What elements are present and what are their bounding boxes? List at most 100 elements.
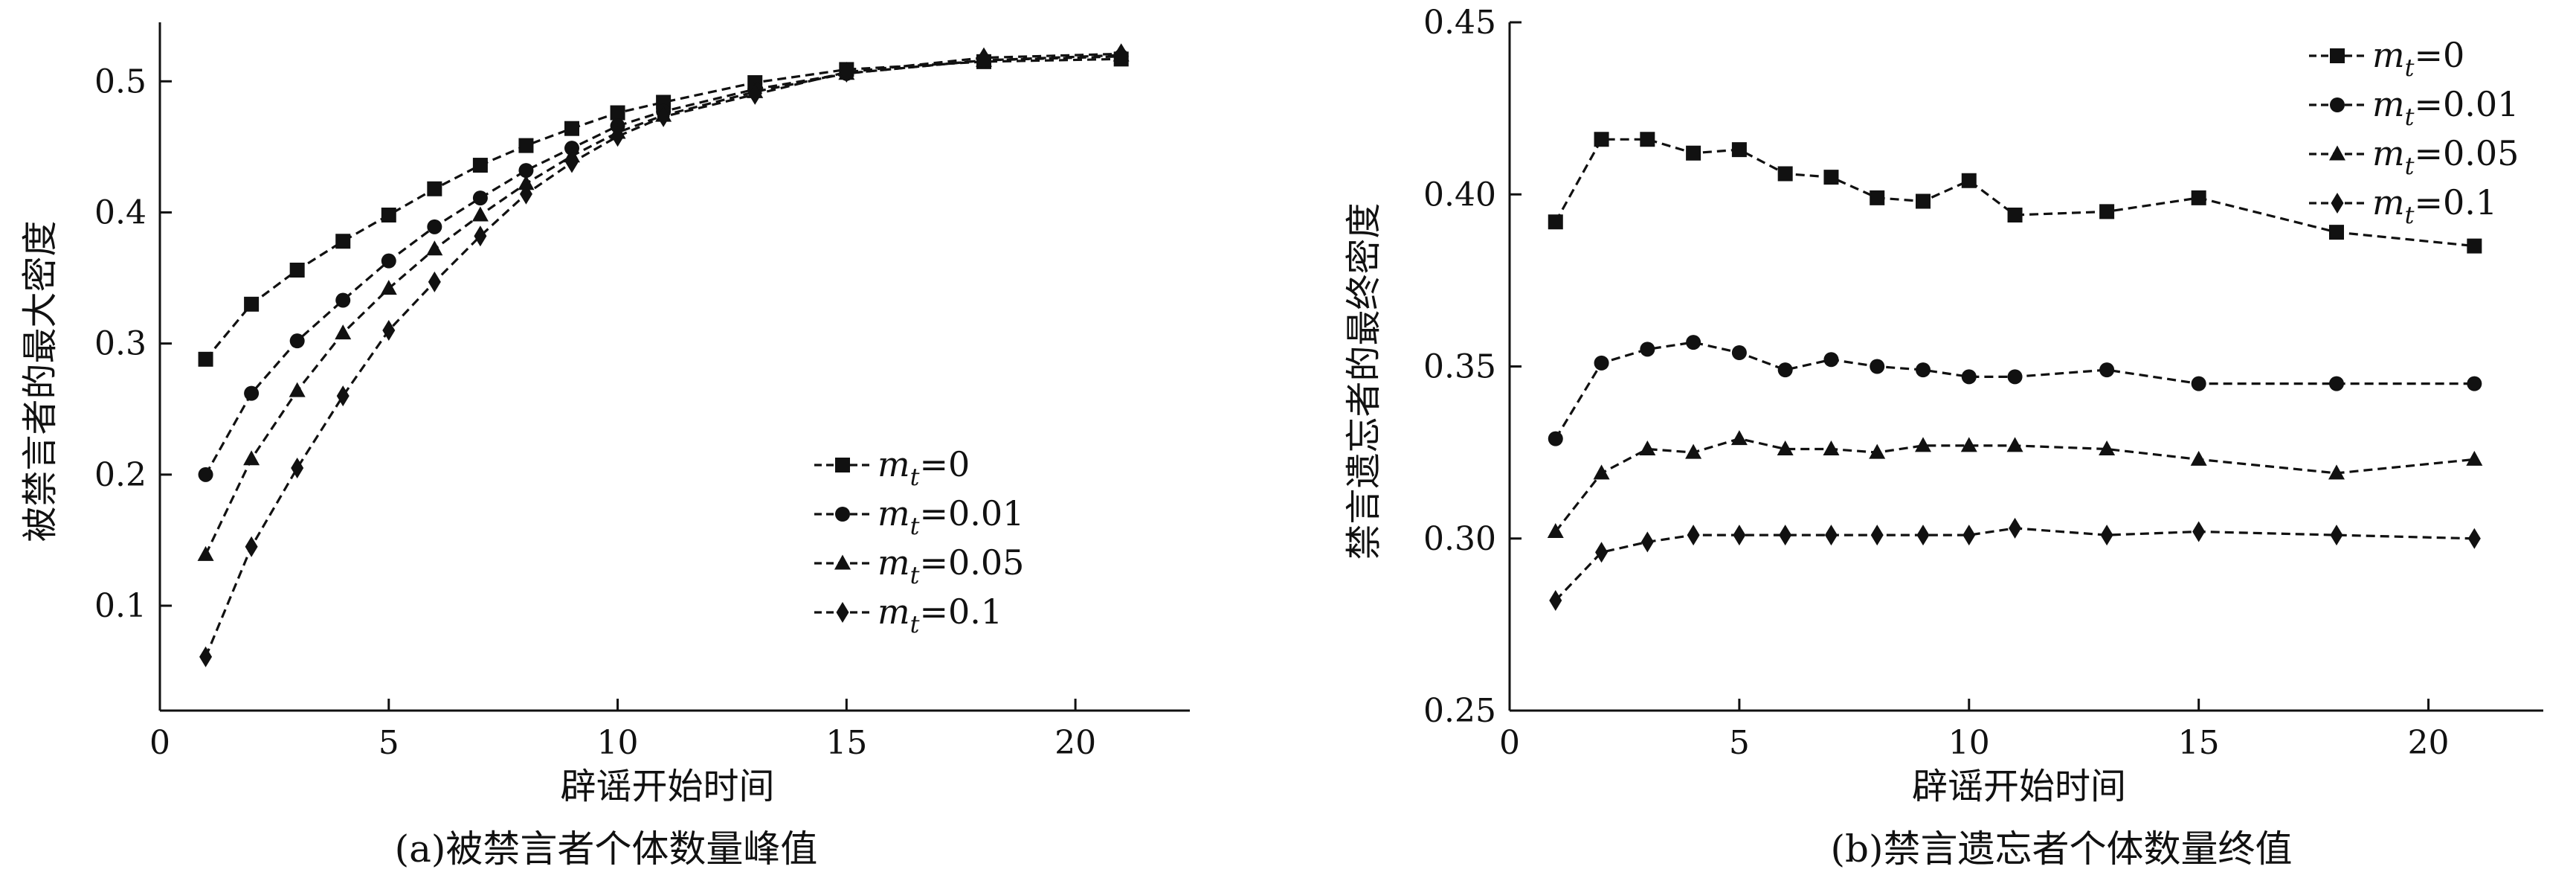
chart-a-legend-label: mt=0.01 bbox=[878, 493, 1024, 540]
chart-a-data-point bbox=[472, 158, 488, 173]
chart-b-data-point bbox=[1915, 437, 1931, 452]
chart-b-data-point bbox=[1916, 193, 1931, 209]
chart-a-data-point bbox=[611, 126, 625, 147]
chart-b-data-point bbox=[1640, 531, 1654, 553]
chart-a-legend-marker bbox=[835, 507, 850, 522]
chart-b-data-point bbox=[1960, 437, 1977, 452]
chart-a-data-point bbox=[380, 280, 397, 295]
chart-b-data-point bbox=[2467, 376, 2482, 391]
chart-a-data-point bbox=[472, 190, 488, 206]
chart-b-data-point bbox=[2190, 450, 2207, 466]
chart-b-data-point bbox=[1547, 523, 1564, 538]
chart-b-data-point bbox=[1961, 369, 1977, 385]
chart-b-x-tick-label: 5 bbox=[1729, 724, 1750, 762]
chart-b-data-point bbox=[2191, 190, 2206, 205]
chart-a-data-point bbox=[381, 208, 396, 222]
chart-b-data-point bbox=[1548, 214, 1563, 230]
chart-a-legend-marker bbox=[834, 554, 851, 570]
chart-a-data-point bbox=[289, 333, 305, 349]
chart-b-final-density: 0 5 10 15 20 0.25 0.30 0.35 0.40 0.45 辟谣开始时间 禁言遗忘者的… bbox=[1343, 4, 2543, 807]
chart-a-data-point bbox=[243, 450, 260, 466]
chart-a-data-point bbox=[426, 240, 443, 256]
chart-b-data-point bbox=[1870, 359, 1885, 374]
chart-b-data-point bbox=[2329, 225, 2344, 240]
chart-b-data-point bbox=[1731, 345, 1747, 360]
chart-a-data-point bbox=[519, 183, 532, 205]
chart-a-x-tick-label: 5 bbox=[379, 724, 399, 762]
chart-b-data-point bbox=[1777, 362, 1793, 378]
chart-a-data-point bbox=[289, 263, 305, 278]
chart-a-data-point bbox=[198, 351, 213, 367]
chart-b-data-point bbox=[2328, 464, 2345, 480]
chart-b-data-point bbox=[2007, 369, 2023, 385]
chart-a-data-point bbox=[244, 385, 260, 401]
chart-b-data-point bbox=[1916, 525, 1930, 546]
chart-b-x-tick-label: 0 bbox=[1499, 724, 1520, 762]
chart-b-data-point bbox=[1685, 443, 1702, 459]
chart-b-x-tick-label: 15 bbox=[2178, 724, 2220, 762]
chart-a-legend-label: mt=0.1 bbox=[878, 592, 1002, 638]
chart-b-data-point bbox=[1824, 525, 1838, 546]
chart-b-data-point bbox=[1869, 443, 1886, 459]
chart-b-data-point bbox=[2329, 376, 2344, 391]
chart-a-data-point bbox=[291, 458, 304, 479]
chart-a-data-point bbox=[428, 271, 441, 292]
chart-b-data-point bbox=[1594, 355, 1609, 371]
chart-b-caption: (b)禁言遗忘者个体数量终值 bbox=[1830, 827, 2292, 871]
chart-b-data-point bbox=[2192, 521, 2206, 542]
chart-a-data-point bbox=[748, 83, 761, 105]
chart-b-data-point bbox=[1823, 352, 1839, 368]
chart-b-data-point bbox=[1731, 142, 1747, 158]
chart-a-data-point bbox=[427, 181, 442, 196]
chart-b-data-point bbox=[1595, 542, 1609, 563]
chart-b-data-point bbox=[2006, 437, 2023, 452]
chart-b-legend-marker bbox=[2330, 97, 2345, 112]
chart-b-data-point bbox=[2100, 525, 2113, 546]
chart-a-data-point bbox=[518, 175, 535, 190]
chart-b-data-point bbox=[1640, 132, 1655, 147]
chart-b-y-tick-label: 0.45 bbox=[1423, 4, 1496, 42]
chart-b-data-point bbox=[2466, 450, 2483, 466]
chart-b-data-point bbox=[2330, 525, 2343, 546]
chart-a-data-point bbox=[565, 152, 579, 173]
chart-b-data-point bbox=[1823, 440, 1840, 455]
chart-b-data-point bbox=[1687, 525, 1700, 546]
chart-b-data-point bbox=[1779, 525, 1792, 546]
chart-b-data-point bbox=[1686, 335, 1701, 350]
chart-a-y-tick-label: 0.4 bbox=[94, 193, 146, 231]
chart-b-data-point bbox=[1594, 132, 1609, 147]
chart-a-y-tick-label: 0.5 bbox=[94, 63, 146, 100]
chart-a-data-point bbox=[245, 536, 258, 557]
chart-b-y-tick-label: 0.35 bbox=[1423, 348, 1496, 386]
chart-a-data-point bbox=[610, 105, 625, 121]
chart-a-data-point bbox=[335, 292, 351, 308]
chart-b-data-point bbox=[1916, 362, 1931, 378]
chart-b-data-point bbox=[1640, 342, 1655, 357]
chart-a-data-point bbox=[474, 225, 487, 247]
chart-b-data-point bbox=[1777, 166, 1793, 182]
chart-b-x-tick-label: 10 bbox=[1948, 724, 1990, 762]
chart-b-y-tick-label: 0.25 bbox=[1423, 692, 1496, 730]
chart-b-data-point bbox=[2467, 238, 2482, 254]
chart-b-data-point bbox=[1823, 170, 1839, 185]
chart-b-legend-marker bbox=[2331, 193, 2344, 214]
chart-b-data-point bbox=[2191, 376, 2206, 391]
chart-b-x-tick-label: 20 bbox=[2408, 724, 2450, 762]
chart-a-data-point bbox=[197, 545, 214, 561]
chart-a-legend-label: mt=0 bbox=[878, 444, 970, 491]
chart-a-data-point bbox=[1115, 43, 1128, 65]
chart-a-x-tick-label: 15 bbox=[825, 724, 867, 762]
chart-b-y-tick-label: 0.40 bbox=[1423, 176, 1496, 214]
chart-b-data-point bbox=[1733, 525, 1746, 546]
chart-b-y-axis-title: 禁言遗忘者的最终密度 bbox=[1343, 202, 1385, 560]
chart-a-data-point bbox=[381, 253, 396, 269]
chart-a-data-point bbox=[518, 138, 534, 153]
chart-b-data-point bbox=[1870, 525, 1884, 546]
chart-a-legend-marker bbox=[835, 458, 850, 472]
chart-b-legend-label: mt=0.05 bbox=[2372, 133, 2519, 180]
chart-a-peak-density: 0 5 10 15 20 0.1 0.2 0.3 0.4 0.5 辟谣开始时间 被禁言者的最大密度 mt… bbox=[19, 22, 1190, 807]
chart-a-data-point bbox=[335, 234, 351, 249]
chart-a-x-tick-label: 20 bbox=[1054, 724, 1096, 762]
chart-a-legend-marker bbox=[836, 602, 849, 623]
